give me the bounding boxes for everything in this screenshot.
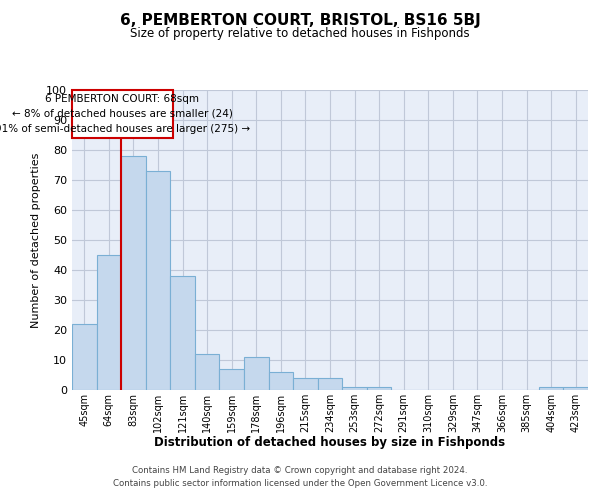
Text: Distribution of detached houses by size in Fishponds: Distribution of detached houses by size …: [154, 436, 506, 449]
FancyBboxPatch shape: [72, 90, 173, 138]
Bar: [269, 372, 293, 390]
Bar: [146, 171, 170, 390]
Text: Contains HM Land Registry data © Crown copyright and database right 2024.
Contai: Contains HM Land Registry data © Crown c…: [113, 466, 487, 487]
Text: 6, PEMBERTON COURT, BRISTOL, BS16 5BJ: 6, PEMBERTON COURT, BRISTOL, BS16 5BJ: [119, 12, 481, 28]
Bar: [220, 369, 244, 390]
Bar: [318, 378, 342, 390]
Bar: [170, 276, 195, 390]
Bar: [342, 387, 367, 390]
Bar: [539, 387, 563, 390]
Bar: [97, 255, 121, 390]
Y-axis label: Number of detached properties: Number of detached properties: [31, 152, 41, 328]
Bar: [563, 387, 588, 390]
Bar: [293, 378, 318, 390]
Bar: [244, 357, 269, 390]
Text: 6 PEMBERTON COURT: 68sqm
← 8% of detached houses are smaller (24)
91% of semi-de: 6 PEMBERTON COURT: 68sqm ← 8% of detache…: [0, 94, 250, 134]
Bar: [195, 354, 220, 390]
Text: Size of property relative to detached houses in Fishponds: Size of property relative to detached ho…: [130, 28, 470, 40]
Bar: [72, 324, 97, 390]
Bar: [121, 156, 146, 390]
Bar: [367, 387, 391, 390]
